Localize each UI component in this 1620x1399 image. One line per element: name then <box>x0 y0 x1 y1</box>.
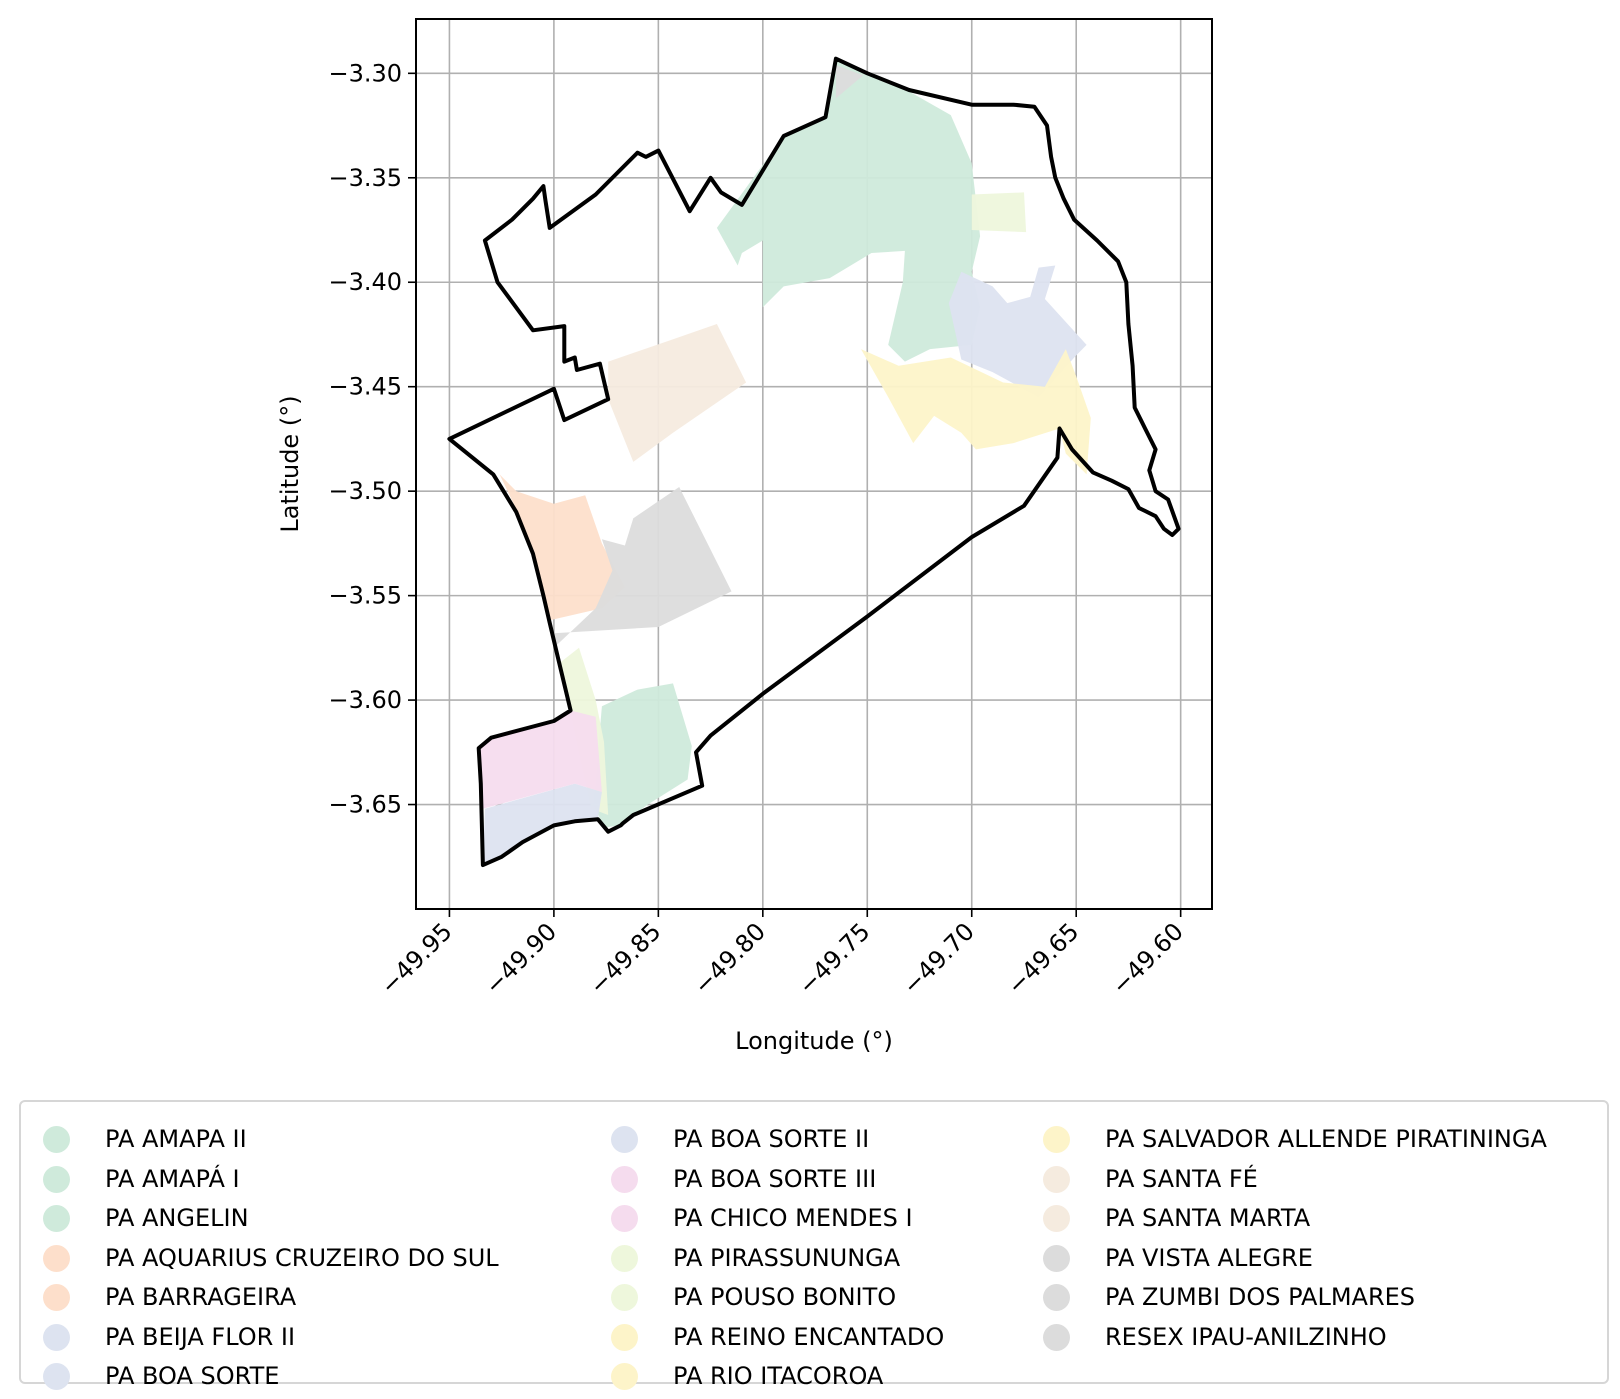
legend-marker <box>43 1126 70 1153</box>
legend-marker <box>43 1363 70 1390</box>
legend-marker <box>43 1165 70 1193</box>
area-8 <box>499 474 625 621</box>
legend-label: PA VISTA ALEGRE <box>1105 1243 1313 1272</box>
legend-label: PA ANGELIN <box>105 1204 249 1232</box>
x-tick-label-0: −49.95 <box>375 917 458 1000</box>
settlement-areas <box>478 58 1091 866</box>
y-axis-label: Latitude (°) <box>276 395 304 532</box>
y-tick-label-6: −3.60 <box>328 686 402 714</box>
x-tick-label-1: −49.90 <box>480 917 563 1000</box>
legend-marker <box>611 1284 638 1311</box>
area-0 <box>716 58 981 362</box>
legend-marker <box>1043 1165 1070 1193</box>
y-tick-label-4: −3.50 <box>328 477 402 505</box>
legend-marker <box>43 1205 70 1232</box>
x-axis-label: Longitude (°) <box>735 1027 893 1055</box>
map-figure: −49.95 −49.90 −49.85 −49.80 −49.75 −49.70 −49.… <box>276 18 1213 1055</box>
legend-marker <box>611 1363 638 1390</box>
legend-label: PA SANTA FÉ <box>1105 1164 1258 1193</box>
area-11 <box>835 65 864 99</box>
x-tick-label-2: −49.85 <box>584 917 667 1000</box>
legend-marker <box>43 1323 70 1351</box>
y-axis-ticks: −3.30 −3.35 −3.40 −3.45 −3.50 −3.55 −3.60 −3.65 <box>328 59 416 819</box>
municipal-boundary <box>447 56 1181 868</box>
legend-label: PA AQUARIUS CRUZEIRO DO SUL <box>105 1243 499 1272</box>
area-2 <box>971 192 1027 233</box>
x-tick-label-4: −49.75 <box>793 917 876 1000</box>
legend-label: PA REINO ENCANTADO <box>673 1322 945 1351</box>
x-tick-label-3: −49.80 <box>688 917 771 1000</box>
legend-label: PA RIO ITACOROA <box>673 1362 884 1390</box>
legend-label: PA SALVADOR ALLENDE PIRATININGA <box>1105 1125 1547 1153</box>
area-7 <box>861 349 1091 475</box>
legend-label: PA CHICO MENDES I <box>673 1204 913 1232</box>
x-tick-label-7: −49.60 <box>1106 917 1189 1000</box>
legend-marker <box>1043 1205 1070 1232</box>
area-9 <box>608 324 747 462</box>
legend-marker <box>43 1244 70 1272</box>
legend-label: PA BEIJA FLOR II <box>105 1322 296 1351</box>
legend-marker <box>611 1165 638 1193</box>
legend-label: PA BARRAGEIRA <box>105 1283 297 1311</box>
legend-label: PA POUSO BONITO <box>673 1283 897 1311</box>
legend-marker <box>611 1205 638 1232</box>
y-tick-label-2: −3.40 <box>328 268 402 296</box>
boundary-outline <box>447 56 1181 868</box>
y-tick-label-3: −3.45 <box>328 373 402 401</box>
legend-label: PA BOA SORTE II <box>673 1125 870 1153</box>
legend-label: PA ZUMBI DOS PALMARES <box>1105 1283 1416 1311</box>
legend-label: PA PIRASSUNUNGA <box>673 1243 901 1272</box>
legend-marker <box>43 1284 70 1311</box>
x-tick-label-5: −49.70 <box>897 917 980 1000</box>
legend-label: PA SANTA MARTA <box>1105 1204 1311 1232</box>
legend-marker <box>611 1244 638 1272</box>
axes-frame <box>415 18 1213 910</box>
legend-label: PA BOA SORTE III <box>673 1164 877 1193</box>
y-tick-label-1: −3.35 <box>328 164 402 192</box>
x-axis-ticks: −49.95 −49.90 −49.85 −49.80 −49.75 −49.70 −49.… <box>375 909 1189 1000</box>
y-tick-label-0: −3.30 <box>328 59 402 87</box>
area-5 <box>482 783 602 866</box>
legend-marker <box>1043 1284 1070 1311</box>
legend-marker <box>1043 1323 1070 1351</box>
legend-label: PA BOA SORTE <box>105 1362 280 1390</box>
area-1 <box>593 683 692 828</box>
legend-label: PA AMAPÁ I <box>105 1164 240 1193</box>
legend-label: PA AMAPA II <box>105 1125 247 1153</box>
legend: PA AMAPA II PA AMAPÁ I PA ANGELIN PA AQUARI… <box>19 1100 1609 1390</box>
legend-marker <box>1043 1126 1070 1153</box>
legend-marker <box>1043 1244 1070 1272</box>
area-4 <box>948 265 1087 398</box>
legend-label: RESEX IPAU-ANILZINHO <box>1105 1322 1387 1351</box>
y-tick-label-5: −3.55 <box>328 582 402 610</box>
legend-marker <box>611 1323 638 1351</box>
x-tick-label-6: −49.65 <box>1002 917 1085 1000</box>
legend-marker <box>611 1126 638 1153</box>
y-tick-label-7: −3.65 <box>328 791 402 819</box>
area-6 <box>478 710 602 809</box>
area-10 <box>553 487 732 648</box>
